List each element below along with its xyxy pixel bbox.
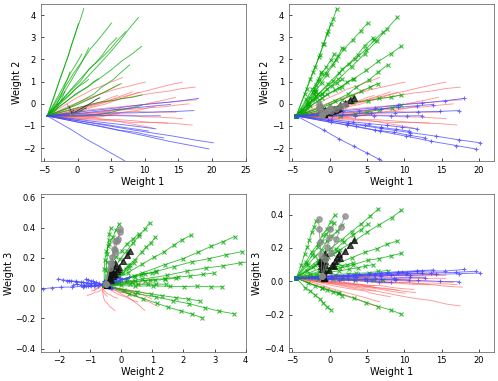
Y-axis label: Weight 2: Weight 2	[260, 61, 270, 104]
Y-axis label: Weight 3: Weight 3	[4, 251, 14, 295]
Y-axis label: Weight 2: Weight 2	[12, 61, 22, 104]
X-axis label: Weight 1: Weight 1	[370, 176, 413, 187]
X-axis label: Weight 2: Weight 2	[122, 367, 165, 377]
Y-axis label: Weight 3: Weight 3	[252, 251, 262, 295]
X-axis label: Weight 1: Weight 1	[370, 367, 413, 377]
X-axis label: Weight 1: Weight 1	[122, 176, 165, 187]
